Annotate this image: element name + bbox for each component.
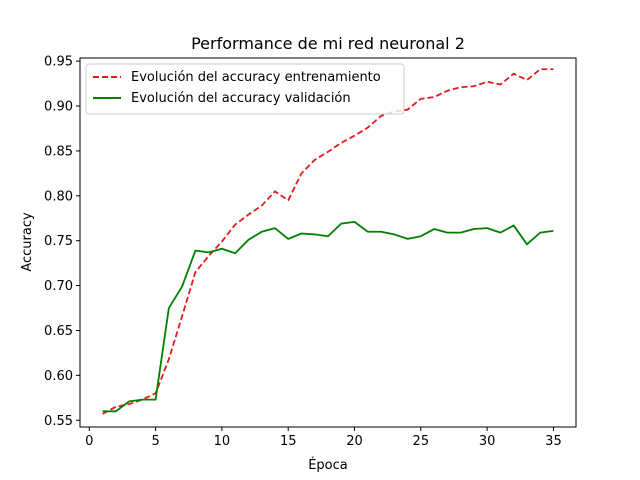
x-axis: 0 5 10 15 20 25 30 35 bbox=[85, 427, 562, 449]
x-tick-label: 35 bbox=[545, 434, 562, 449]
legend-label-validation: Evolución del accuracy validación bbox=[131, 91, 351, 106]
series-line-0 bbox=[102, 68, 554, 415]
y-tick-label: 0.95 bbox=[44, 55, 73, 70]
x-tick-label: 10 bbox=[214, 434, 231, 449]
legend-box bbox=[85, 63, 405, 115]
y-tick-label: 0.65 bbox=[44, 324, 73, 339]
y-axis: 0.55 0.60 0.65 0.70 0.75 0.80 0.85 0.90 0.95 bbox=[44, 55, 80, 429]
x-tick-label: 30 bbox=[479, 434, 496, 449]
x-tick-label: 5 bbox=[151, 434, 159, 449]
series-line-1 bbox=[102, 220, 554, 413]
x-tick-label: 15 bbox=[280, 434, 297, 449]
y-tick-label: 0.60 bbox=[44, 369, 73, 384]
plot-area bbox=[102, 68, 554, 415]
y-tick-label: 0.90 bbox=[44, 100, 73, 115]
plot-frame bbox=[79, 57, 577, 428]
y-tick-label: 0.75 bbox=[44, 234, 73, 249]
x-tick-label: 20 bbox=[346, 434, 363, 449]
y-tick-label: 0.80 bbox=[44, 189, 73, 204]
y-tick-label: 0.85 bbox=[44, 144, 73, 159]
legend: Evolución del accuracy entrenamiento Evo… bbox=[85, 63, 405, 115]
y-tick-label: 0.70 bbox=[44, 279, 73, 294]
x-axis-label: Época bbox=[308, 457, 348, 473]
chart-title: Performance de mi red neuronal 2 bbox=[191, 34, 465, 53]
legend-label-train: Evolución del accuracy entrenamiento bbox=[131, 70, 381, 85]
x-tick-label: 25 bbox=[413, 434, 430, 449]
y-tick-label: 0.55 bbox=[44, 414, 73, 429]
y-axis-label: Accuracy bbox=[20, 212, 35, 272]
x-tick-label: 0 bbox=[85, 434, 93, 449]
